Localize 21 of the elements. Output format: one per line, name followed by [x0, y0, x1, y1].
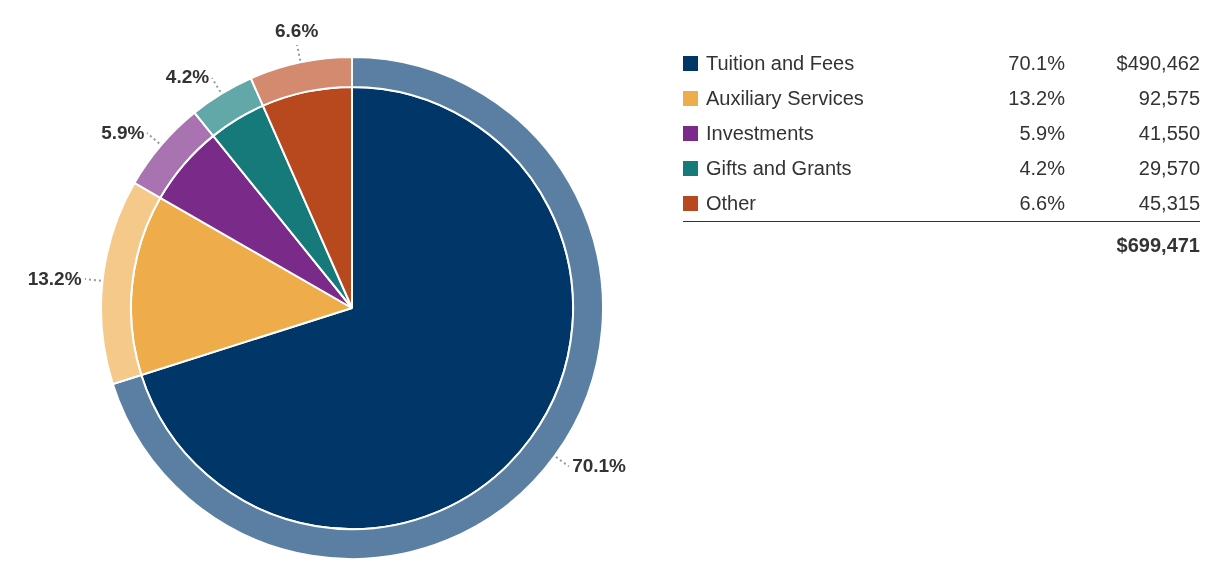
text: 70.1%: [572, 455, 626, 477]
text: 5.9%: [1019, 122, 1065, 144]
text: $490,462: [1115, 51, 1200, 76]
text: 5.9%: [101, 121, 145, 143]
text: 4.2%: [1019, 157, 1065, 179]
text: 29,570: [1137, 156, 1200, 181]
text: 45,315: [1137, 191, 1200, 216]
legend-label: Other: [705, 191, 758, 216]
legend-label: Investments: [705, 121, 815, 146]
legend-label: Tuition and Fees: [705, 51, 856, 76]
text: 92,575: [1137, 86, 1200, 111]
text: 6.6%: [1019, 192, 1065, 214]
text: 13.2%: [27, 267, 82, 289]
text: 4.2%: [165, 66, 210, 88]
text: $699,471: [1116, 234, 1200, 256]
text: 41,550: [1137, 121, 1200, 146]
legend-label: Gifts and Grants: [705, 156, 853, 181]
text: 70.1%: [1008, 52, 1065, 74]
text: 6.6%: [274, 20, 319, 42]
legend-label: Auxiliary Services: [705, 86, 865, 111]
text: 13.2%: [1008, 87, 1065, 109]
